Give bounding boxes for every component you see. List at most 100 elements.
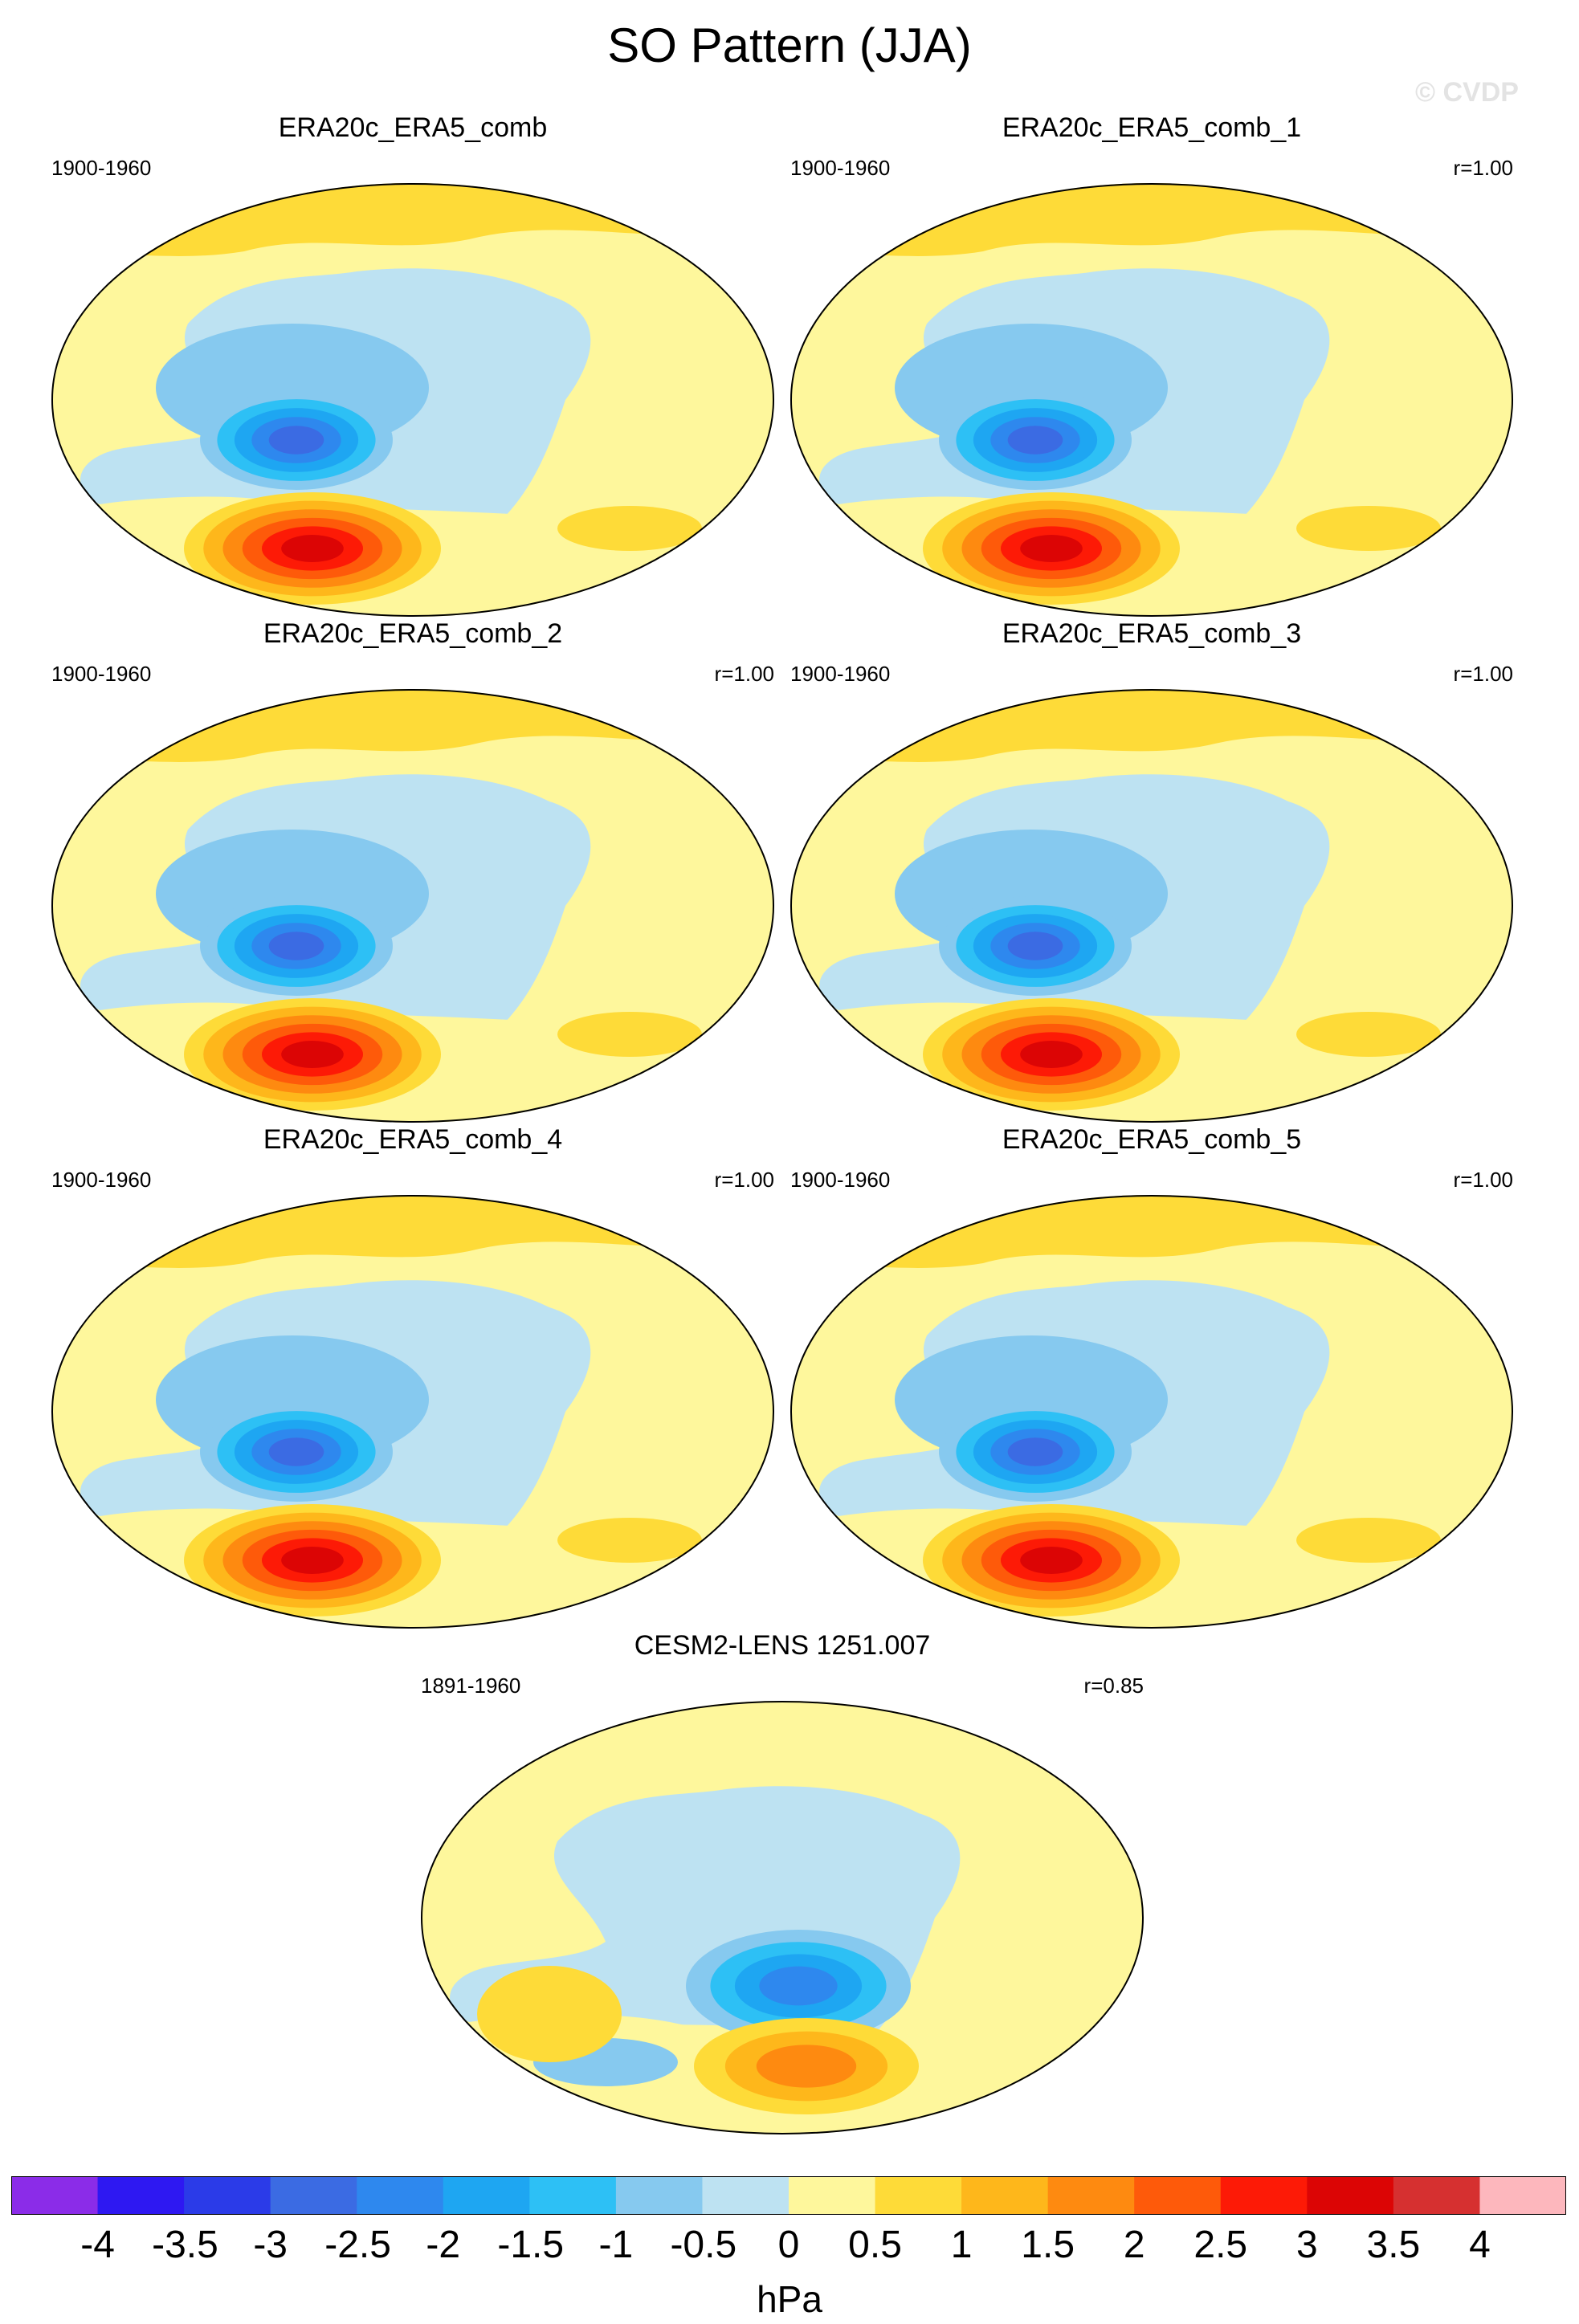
positive-anomaly-contour: [1020, 1041, 1083, 1068]
positive-anomaly-contour: [1020, 1547, 1083, 1574]
colorbar-tick-label: 3: [1295, 2224, 1318, 2266]
pattern-correlation: r=1.00: [714, 1168, 774, 1192]
robinson-map: [421, 1701, 1144, 2134]
colorbar-tick-label: 2: [1123, 2224, 1145, 2266]
map-panel: ERA20c_ERA5_comb_3 1900-1960 r=1.00: [790, 618, 1513, 1124]
colorbar-tick-label: -2: [426, 2224, 461, 2266]
colorbar-tick-label: 1: [950, 2224, 973, 2266]
panel-title: ERA20c_ERA5_comb_2: [263, 618, 563, 649]
positive-anomaly-contour: [1020, 535, 1083, 562]
robinson-map: [790, 1195, 1513, 1629]
colorbar-tick-label: -3: [253, 2224, 288, 2266]
robinson-map: [51, 1195, 774, 1629]
positive-anomaly-contour: [1296, 506, 1441, 551]
negative-anomaly-contour: [268, 426, 324, 455]
panel-title: ERA20c_ERA5_comb: [278, 112, 548, 143]
colorbar-border: [11, 2176, 1566, 2215]
colorbar-tick-label: 0: [777, 2224, 800, 2266]
colorbar: [11, 2176, 1566, 2215]
colorbar-swatch: [789, 2176, 876, 2215]
colorbar-tick-label: -1.5: [497, 2224, 565, 2266]
positive-anomaly-contour: [557, 1012, 702, 1057]
panel-period: 1900-1960: [790, 1168, 891, 1192]
positive-anomaly-contour: [281, 535, 344, 562]
positive-anomaly-contour: [756, 2045, 857, 2088]
panel-period: 1900-1960: [51, 662, 152, 686]
colorbar-swatch: [1047, 2176, 1135, 2215]
colorbar-swatch: [702, 2176, 790, 2215]
map-panel: ERA20c_ERA5_comb_4 1900-1960 r=1.00: [51, 1124, 774, 1630]
colorbar-swatch: [1307, 2176, 1394, 2215]
panel-title: CESM2-LENS 1251.007: [634, 1630, 931, 1661]
figure-title: SO Pattern (JJA): [607, 18, 972, 72]
colorbar-tick-label: -2.5: [324, 2224, 391, 2266]
negative-anomaly-contour: [268, 1437, 324, 1466]
positive-anomaly-contour: [557, 506, 702, 551]
panel-period: 1900-1960: [790, 662, 891, 686]
map-outline: [790, 1195, 1513, 1629]
map-panel: ERA20c_ERA5_comb 1900-1960: [51, 112, 774, 618]
panel-title: ERA20c_ERA5_comb_4: [263, 1124, 563, 1155]
negative-anomaly-contour: [1007, 932, 1063, 960]
panel-title: ERA20c_ERA5_comb_5: [1002, 1124, 1302, 1155]
positive-anomaly-contour: [281, 1547, 344, 1574]
pattern-correlation: r=1.00: [1453, 662, 1513, 686]
colorbar-tick-label: -3.5: [152, 2224, 218, 2266]
panel-title: ERA20c_ERA5_comb_1: [1002, 112, 1302, 143]
panel-title: ERA20c_ERA5_comb_3: [1002, 618, 1302, 649]
colorbar-swatch: [443, 2176, 530, 2215]
colorbar-tick-label: -1: [598, 2224, 634, 2266]
colorbar-tick-label: -4: [80, 2224, 115, 2266]
colorbar-swatch: [1134, 2176, 1222, 2215]
map-outline: [421, 1701, 1144, 2134]
colorbar-tick-label: 1.5: [1021, 2224, 1075, 2266]
panel-period: 1900-1960: [790, 156, 891, 180]
robinson-map: [51, 183, 774, 617]
cvdp-watermark: © CVDP: [1415, 77, 1519, 108]
colorbar-swatch: [1220, 2176, 1308, 2215]
map-outline: [51, 183, 774, 617]
positive-anomaly-contour: [1296, 1012, 1441, 1057]
colorbar-swatch: [184, 2176, 271, 2215]
negative-anomaly-contour: [1007, 1437, 1063, 1466]
pattern-correlation: r=1.00: [714, 662, 774, 686]
map-outline: [790, 183, 1513, 617]
pattern-correlation: r=1.00: [1453, 1168, 1513, 1192]
colorbar-swatch: [875, 2176, 962, 2215]
colorbar-tick-label: 2.5: [1193, 2224, 1248, 2266]
colorbar-swatch: [97, 2176, 185, 2215]
colorbar-swatch: [1393, 2176, 1480, 2215]
map-outline: [790, 689, 1513, 1123]
colorbar-tick-label: 4: [1469, 2224, 1491, 2266]
map-panel: ERA20c_ERA5_comb_5 1900-1960 r=1.00: [790, 1124, 1513, 1630]
map-panel: ERA20c_ERA5_comb_2 1900-1960 r=1.00: [51, 618, 774, 1124]
positive-anomaly-contour: [477, 1966, 622, 2062]
negative-anomaly-contour: [759, 1966, 838, 2006]
robinson-map: [790, 183, 1513, 617]
colorbar-swatch: [270, 2176, 357, 2215]
colorbar-tick-label: -0.5: [670, 2224, 737, 2266]
colorbar-swatch: [529, 2176, 617, 2215]
colorbar-swatch: [1479, 2176, 1566, 2215]
map-panel: CESM2-LENS 1251.007 1891-1960 r=0.85: [421, 1630, 1144, 2136]
positive-anomaly-contour: [1296, 1518, 1441, 1563]
pattern-correlation: r=1.00: [1453, 156, 1513, 180]
map-outline: [51, 1195, 774, 1629]
colorbar-swatch: [357, 2176, 444, 2215]
colorbar-swatch: [11, 2176, 99, 2215]
robinson-map: [790, 689, 1513, 1123]
colorbar-tick-label: 0.5: [848, 2224, 902, 2266]
robinson-map: [51, 689, 774, 1123]
negative-anomaly-contour: [268, 932, 324, 960]
colorbar-units: hPa: [757, 2278, 822, 2320]
negative-anomaly-contour: [1007, 426, 1063, 455]
map-panel: ERA20c_ERA5_comb_1 1900-1960 r=1.00: [790, 112, 1513, 618]
panel-period: 1900-1960: [51, 156, 152, 180]
colorbar-swatch: [615, 2176, 703, 2215]
colorbar-swatch: [961, 2176, 1049, 2215]
positive-anomaly-contour: [557, 1518, 702, 1563]
panel-period: 1891-1960: [421, 1674, 521, 1698]
pattern-correlation: r=0.85: [1083, 1674, 1144, 1698]
map-outline: [51, 689, 774, 1123]
